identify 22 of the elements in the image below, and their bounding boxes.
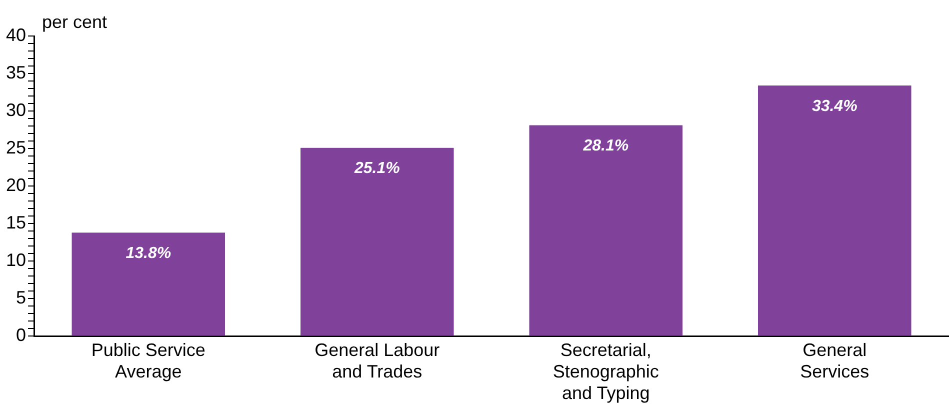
y-tick-label: 20 (6, 175, 26, 196)
x-tick-label: General Services (800, 340, 870, 382)
y-tick-label: 5 (16, 288, 26, 308)
bar (529, 125, 683, 336)
bar (72, 232, 226, 336)
y-tick-label: 10 (6, 250, 26, 270)
x-tick-label: Secretarial, Stenographic and Typing (552, 340, 659, 404)
bar (758, 86, 912, 336)
y-axis-title: per cent (42, 12, 108, 32)
x-tick-label: General Labour and Trades (314, 340, 440, 382)
y-tick-label: 0 (16, 325, 26, 346)
x-tick-label: Public Service Average (91, 340, 206, 382)
data-label: 25.1% (353, 160, 400, 178)
y-tick-label: 35 (6, 62, 26, 82)
data-label: 33.4% (812, 98, 858, 115)
y-tick-label: 40 (6, 24, 26, 45)
data-label: 13.8% (126, 245, 172, 262)
y-tick-label: 25 (6, 138, 26, 158)
data-label: 28.1% (582, 138, 629, 155)
bar (300, 148, 454, 336)
y-tick-label: 30 (6, 100, 26, 120)
y-tick-label: 15 (6, 212, 26, 233)
